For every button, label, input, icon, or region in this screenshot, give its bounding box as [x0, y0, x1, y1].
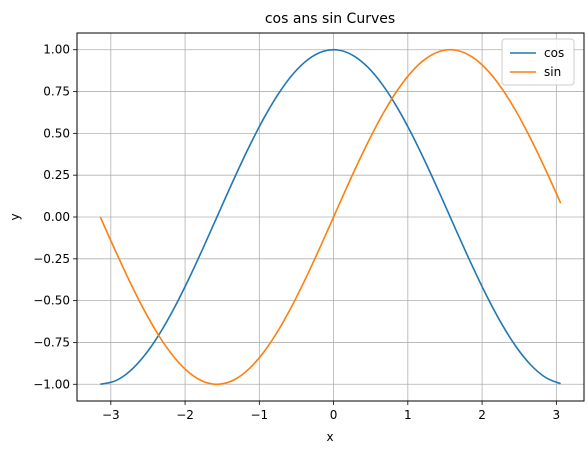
series-line-sin	[99, 48, 562, 386]
legend-label-sin: sin	[544, 65, 561, 79]
y-tick-label: 0.00	[43, 210, 70, 224]
x-tick-label: −1	[250, 408, 268, 422]
y-tick-label: −0.25	[33, 252, 70, 266]
x-tick-label: 1	[404, 408, 412, 422]
legend: cos sin	[501, 38, 575, 86]
legend-label-cos: cos	[544, 46, 564, 60]
legend-box	[501, 38, 575, 86]
y-tick-label: 0.50	[43, 126, 70, 140]
series-layer	[99, 48, 562, 386]
y-axis-label: y	[8, 213, 22, 220]
y-axis: −1.00 −0.75 −0.50 −0.25 0.00 0.25 0.50 0.75 1.00	[33, 43, 77, 391]
x-tick-label: 0	[330, 408, 338, 422]
grid	[77, 33, 584, 401]
x-tick-label: −2	[176, 408, 194, 422]
y-tick-label: −1.00	[33, 377, 70, 391]
x-axis: −3 −2 −1 0 1 2 3	[102, 401, 560, 422]
y-tick-label: −0.50	[33, 294, 70, 308]
x-axis-label: x	[326, 430, 333, 444]
chart-title: cos ans sin Curves	[265, 11, 395, 27]
y-tick-label: 1.00	[43, 43, 70, 57]
y-tick-label: 0.25	[43, 168, 70, 182]
y-tick-label: −0.75	[33, 335, 70, 349]
x-tick-label: 3	[553, 408, 561, 422]
x-tick-label: −3	[102, 408, 120, 422]
y-tick-label: 0.75	[43, 85, 70, 99]
series-line-cos	[100, 48, 561, 386]
x-tick-label: 2	[478, 408, 486, 422]
